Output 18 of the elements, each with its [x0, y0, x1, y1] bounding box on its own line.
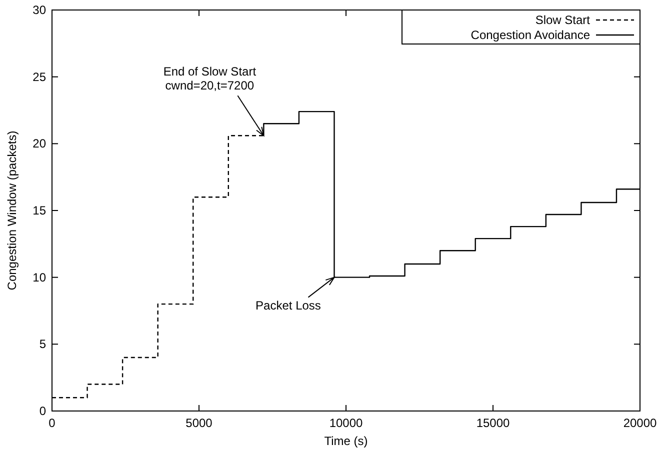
x-axis-title: Time (s)	[324, 434, 368, 448]
legend-label: Slow Start	[535, 13, 591, 27]
y-tick-label: 30	[32, 3, 46, 17]
x-tick-label: 20000	[623, 416, 657, 430]
y-tick-label: 15	[32, 204, 46, 218]
annotation: Packet Loss	[256, 298, 321, 312]
y-axis-title: Congestion Window (packets)	[5, 130, 19, 290]
y-tick-label: 10	[32, 270, 46, 284]
legend-label: Congestion Avoidance	[470, 28, 590, 42]
y-tick-label: 25	[32, 70, 46, 84]
annotation: End of Slow Start cwnd=20,t=7200	[163, 64, 257, 93]
x-tick-label: 10000	[329, 416, 364, 430]
y-tick-label: 5	[39, 337, 46, 352]
x-tick-label: 5000	[186, 416, 213, 430]
y-tick-label: 0	[39, 404, 46, 418]
y-tick-label: 20	[32, 136, 46, 151]
x-tick-label: 15000	[476, 416, 510, 430]
x-tick-label: 0	[48, 416, 56, 430]
